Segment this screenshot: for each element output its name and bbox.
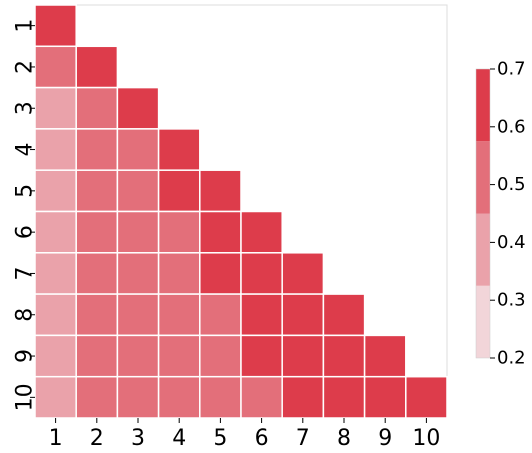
colorbar-bin bbox=[476, 213, 490, 286]
heatmap-cell bbox=[199, 252, 242, 295]
heatmap-cells bbox=[34, 4, 448, 419]
heatmap-cell bbox=[281, 252, 325, 295]
colorbar-tick-label: 0.2 bbox=[497, 348, 526, 369]
heatmap-cell bbox=[75, 86, 119, 130]
heatmap-cell bbox=[34, 293, 77, 337]
heatmap-cell bbox=[116, 86, 160, 130]
y-tick-label: 10 bbox=[13, 383, 38, 411]
heatmap-cell bbox=[281, 293, 325, 337]
heatmap-cell bbox=[240, 210, 283, 254]
x-tick-label: 9 bbox=[378, 426, 392, 451]
heatmap-cell bbox=[75, 252, 119, 295]
heatmap-cell bbox=[75, 375, 119, 419]
colorbar-ticks: 0.2 0.3 0.4 0.5 0.6 0.7 bbox=[490, 59, 526, 369]
colorbar-bin bbox=[476, 69, 490, 142]
heatmap-cell bbox=[116, 375, 160, 419]
colorbar bbox=[475, 68, 491, 359]
heatmap-cell bbox=[34, 334, 77, 378]
x-tick-label: 7 bbox=[296, 426, 310, 451]
x-tick-label: 4 bbox=[172, 426, 186, 451]
heatmap-cell bbox=[157, 169, 201, 213]
heatmap-cell bbox=[199, 334, 242, 378]
y-tick-label: 9 bbox=[13, 349, 38, 363]
x-tick-label: 10 bbox=[412, 426, 440, 451]
heatmap-cell bbox=[116, 334, 160, 378]
heatmap-cell bbox=[157, 375, 201, 419]
x-tick-label: 3 bbox=[131, 426, 145, 451]
heatmap-cell bbox=[34, 252, 77, 295]
x-tick-label: 8 bbox=[337, 426, 351, 451]
heatmap-cell bbox=[240, 252, 283, 295]
x-tick-label: 2 bbox=[90, 426, 104, 451]
y-tick-label: 4 bbox=[13, 143, 38, 157]
heatmap-cell bbox=[281, 334, 325, 378]
y-tick-label: 8 bbox=[13, 308, 38, 322]
heatmap-cell bbox=[34, 4, 77, 48]
heatmap-cell bbox=[157, 252, 201, 295]
heatmap-cell bbox=[199, 169, 242, 213]
colorbar-bin bbox=[476, 141, 490, 214]
heatmap-cell bbox=[34, 45, 77, 89]
colorbar-tick-label: 0.6 bbox=[497, 116, 526, 137]
y-tick-label: 1 bbox=[13, 19, 38, 33]
heatmap-cell bbox=[75, 293, 119, 337]
heatmap-cell bbox=[116, 293, 160, 337]
y-tick-label: 5 bbox=[13, 184, 38, 198]
heatmap-cell bbox=[405, 375, 448, 419]
heatmap-cell bbox=[157, 293, 201, 337]
heatmap-cell bbox=[322, 293, 366, 337]
heatmap-cell bbox=[157, 334, 201, 378]
y-axis-ticks: 1 2 3 4 5 6 7 8 9 10 bbox=[13, 19, 38, 412]
heatmap-cell bbox=[199, 210, 242, 254]
heatmap-cell bbox=[34, 169, 77, 213]
x-tick-label: 6 bbox=[255, 426, 269, 451]
y-tick-label: 3 bbox=[13, 101, 38, 115]
heatmap-cell bbox=[34, 86, 77, 130]
heatmap-cell bbox=[75, 210, 119, 254]
heatmap-cell bbox=[116, 169, 160, 213]
heatmap-cell bbox=[199, 293, 242, 337]
colorbar-tick-label: 0.5 bbox=[497, 174, 526, 195]
heatmap-cell bbox=[75, 128, 119, 171]
heatmap-cell bbox=[75, 45, 119, 89]
heatmap-cell bbox=[240, 375, 283, 419]
heatmap-cell bbox=[322, 334, 366, 378]
heatmap-cell bbox=[34, 210, 77, 254]
heatmap-cell bbox=[34, 128, 77, 171]
colorbar-frame bbox=[475, 68, 491, 359]
heatmap-cell bbox=[116, 128, 160, 171]
colorbar-tick-label: 0.7 bbox=[497, 59, 526, 80]
colorbar-bin bbox=[476, 285, 490, 358]
x-tick-label: 1 bbox=[49, 426, 63, 451]
x-tick-label: 5 bbox=[213, 426, 227, 451]
heatmap-cell bbox=[240, 334, 283, 378]
colorbar-tick-label: 0.4 bbox=[497, 232, 526, 253]
heatmap-cell bbox=[75, 169, 119, 213]
heatmap-cell bbox=[240, 293, 283, 337]
y-tick-label: 6 bbox=[13, 225, 38, 239]
heatmap-cell bbox=[281, 375, 325, 419]
y-tick-label: 7 bbox=[13, 266, 38, 280]
heatmap-cell bbox=[363, 334, 407, 378]
heatmap-cell bbox=[116, 252, 160, 295]
heatmap-cell bbox=[157, 210, 201, 254]
heatmap-cell bbox=[116, 210, 160, 254]
heatmap-cell bbox=[322, 375, 366, 419]
heatmap-cell bbox=[75, 334, 119, 378]
colorbar-tick-label: 0.3 bbox=[497, 290, 526, 311]
y-tick-label: 2 bbox=[13, 60, 38, 74]
heatmap-cell bbox=[34, 375, 77, 419]
heatmap-cell bbox=[199, 375, 242, 419]
heatmap-cell bbox=[157, 128, 201, 171]
x-axis-ticks: 1 2 3 4 5 6 7 8 9 10 bbox=[49, 418, 440, 451]
heatmap-cell bbox=[363, 375, 407, 419]
